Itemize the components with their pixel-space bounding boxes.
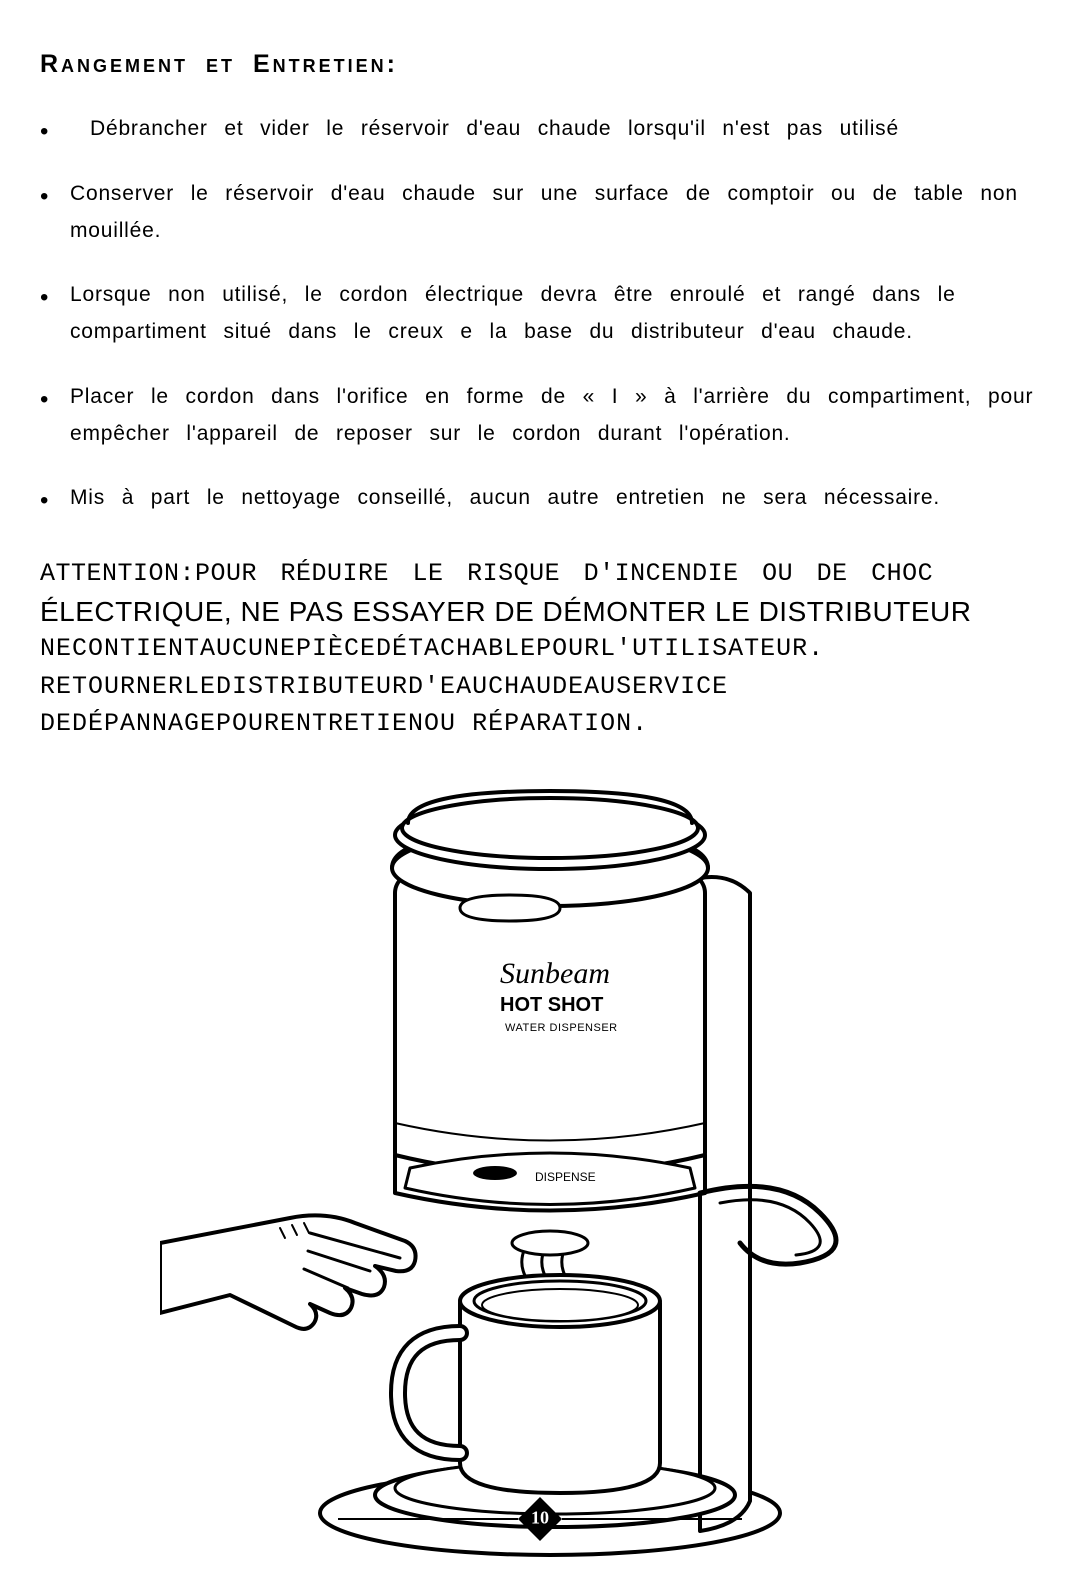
- warning-line: ATTENTION:POUR RÉDUIRE LE RISQUE D'INCEN…: [40, 555, 1040, 593]
- footer-rule: [562, 1518, 742, 1520]
- dispenser-illustration: Sunbeam HOT SHOT WATER DISPENSER DISPENS…: [160, 773, 920, 1583]
- list-item: Conserver le réservoir d'eau chaude sur …: [40, 176, 1040, 250]
- page-number-badge: 10: [516, 1495, 564, 1543]
- brand-text: Sunbeam: [500, 957, 610, 990]
- page-footer: 10: [0, 1495, 1080, 1543]
- warning-block: ATTENTION:POUR RÉDUIRE LE RISQUE D'INCEN…: [40, 555, 1040, 743]
- warning-line: ÉLECTRIQUE, NE PAS ESSAYER DE DÉMONTER L…: [40, 593, 1040, 631]
- bullet-list: Débrancher et vider le réservoir d'eau c…: [40, 111, 1040, 517]
- page-number: 10: [531, 1508, 549, 1529]
- footer-rule: [338, 1518, 518, 1520]
- list-item: Placer le cordon dans l'orifice en forme…: [40, 379, 1040, 453]
- warning-line: DEDÉPANNAGEPOURENTRETIENOU RÉPARATION.: [40, 705, 1040, 743]
- model-text: HOT SHOT: [500, 994, 603, 1016]
- illustration-container: Sunbeam HOT SHOT WATER DISPENSER DISPENS…: [40, 773, 1040, 1583]
- section-heading: Rangement et Entretien:: [40, 50, 1040, 79]
- list-item: Débrancher et vider le réservoir d'eau c…: [40, 111, 1040, 148]
- subtext: WATER DISPENSER: [505, 1022, 618, 1034]
- dispense-label: DISPENSE: [535, 1170, 596, 1184]
- warning-line: RETOURNERLEDISTRIBUTEURD'EAUCHAUDEAUSERV…: [40, 668, 1040, 706]
- warning-line: NECONTIENTAUCUNEPIÈCEDÉTACHABLEPOURL'UTI…: [40, 630, 1040, 668]
- list-item: Mis à part le nettoyage conseillé, aucun…: [40, 480, 1040, 517]
- list-item: Lorsque non utilisé, le cordon électriqu…: [40, 277, 1040, 351]
